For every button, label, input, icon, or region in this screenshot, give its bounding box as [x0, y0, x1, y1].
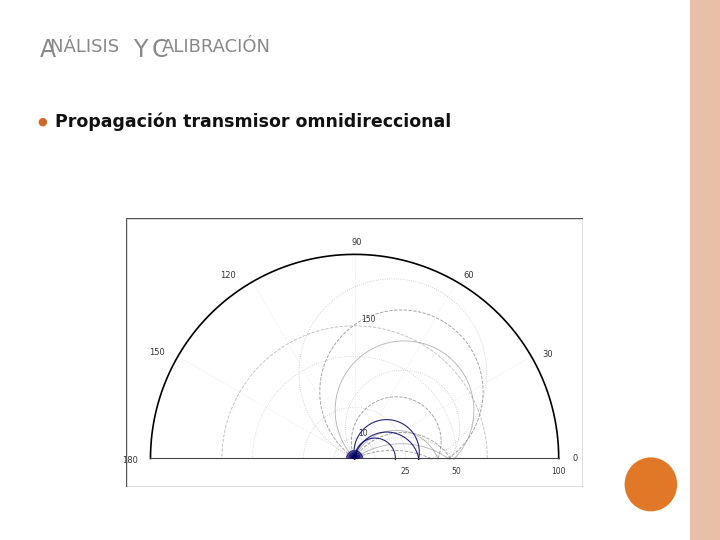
- Text: 25: 25: [401, 467, 410, 476]
- Text: Propagación transmisor omnidireccional: Propagación transmisor omnidireccional: [55, 112, 451, 131]
- Text: 60: 60: [464, 271, 474, 280]
- Text: 10: 10: [359, 429, 369, 438]
- Text: 30: 30: [542, 350, 553, 359]
- Text: 150: 150: [150, 348, 166, 357]
- Text: 50: 50: [451, 467, 462, 476]
- Text: ●: ●: [37, 117, 48, 126]
- Text: 0: 0: [572, 454, 577, 463]
- Text: A: A: [40, 38, 55, 62]
- Text: 150: 150: [361, 315, 375, 324]
- Text: C: C: [151, 38, 168, 62]
- Text: ALIBRACIÓN: ALIBRACIÓN: [162, 38, 271, 56]
- Text: 120: 120: [220, 271, 236, 280]
- Text: Y: Y: [133, 38, 155, 62]
- Text: NÁLISIS: NÁLISIS: [50, 38, 125, 56]
- Text: 90: 90: [351, 238, 362, 247]
- Text: 100: 100: [552, 467, 566, 476]
- Text: 180: 180: [122, 456, 138, 465]
